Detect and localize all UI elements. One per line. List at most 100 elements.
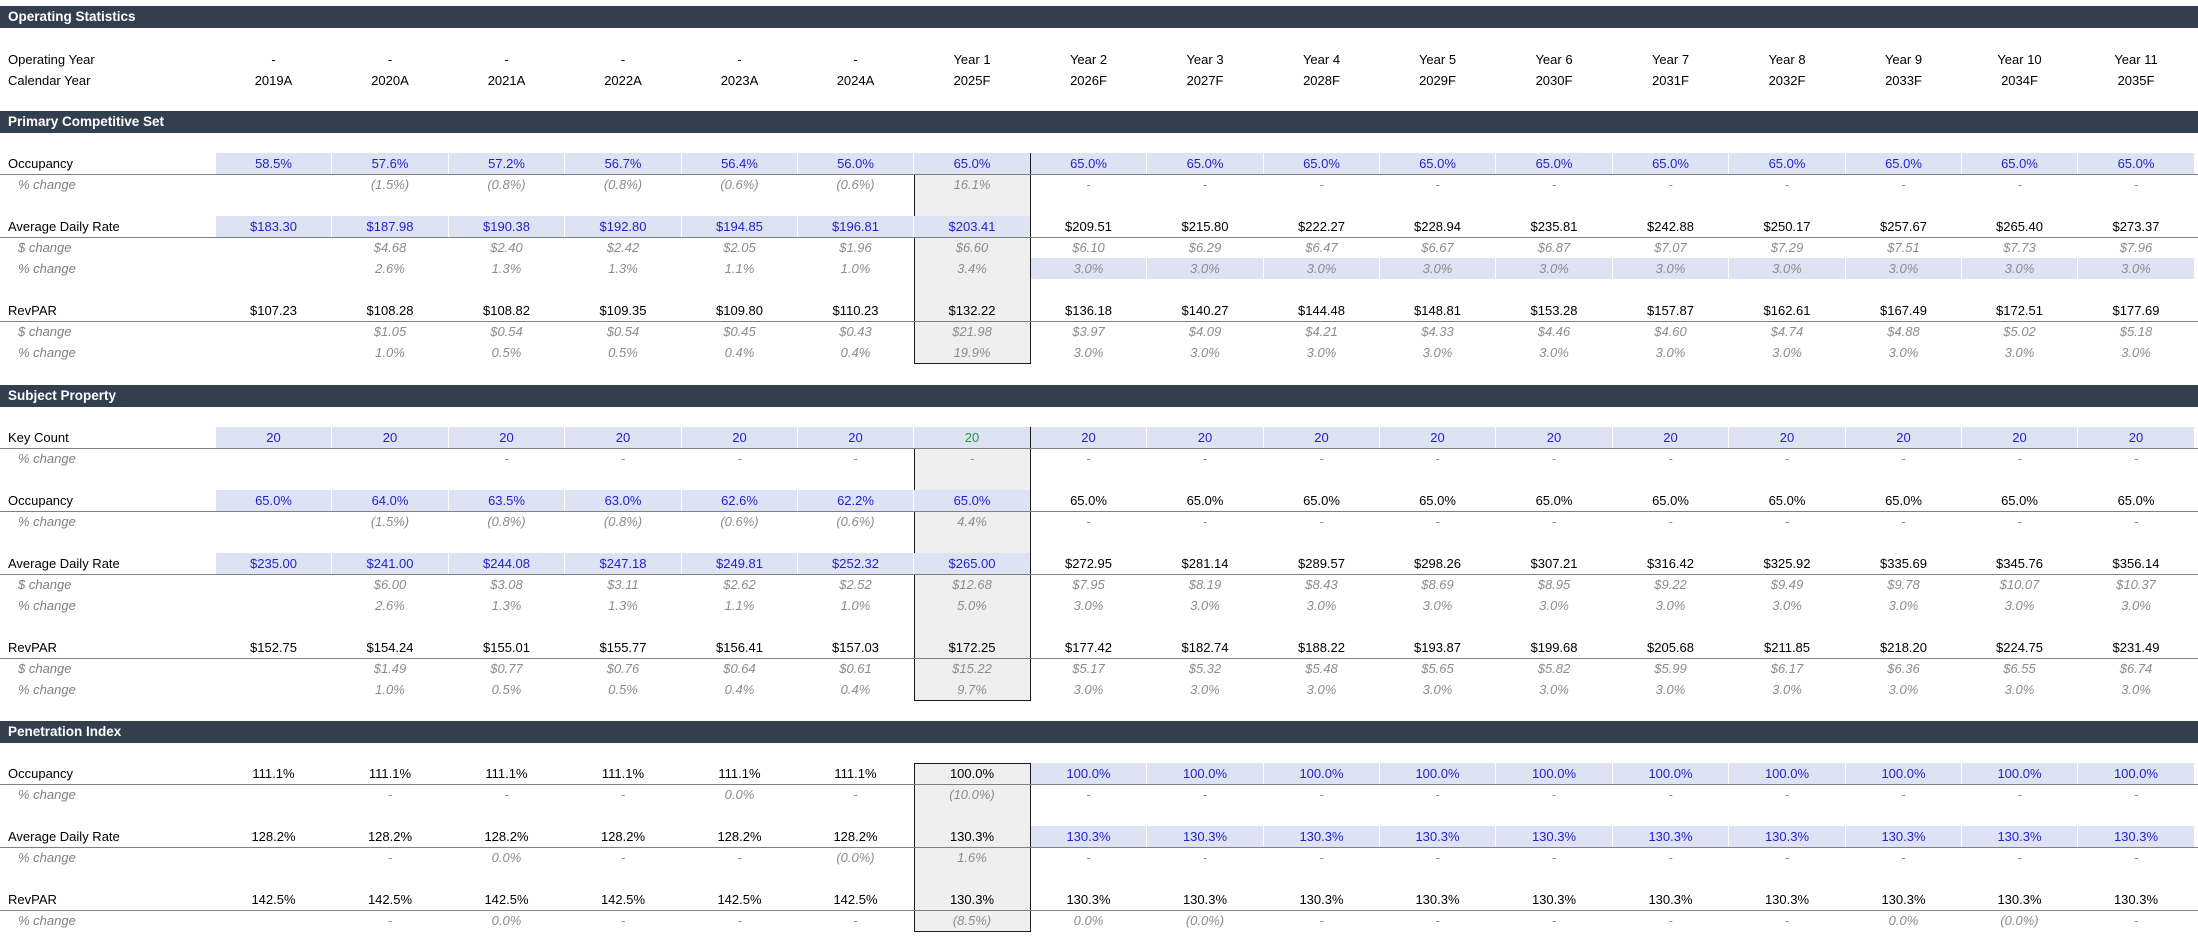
table-cell[interactable]: 20 <box>449 427 564 448</box>
table-cell[interactable]: 3.0% <box>1264 258 1379 279</box>
table-cell[interactable]: 57.2% <box>449 153 564 174</box>
table-cell: - <box>853 787 858 802</box>
table-cell[interactable]: $235.00 <box>216 553 331 574</box>
table-cell[interactable]: 65.0% <box>216 490 331 511</box>
table-cell[interactable]: $187.98 <box>332 216 448 237</box>
table-cell[interactable]: 130.3% <box>1729 826 1845 847</box>
table-cell[interactable]: $194.85 <box>682 216 797 237</box>
table-cell[interactable]: 65.0% <box>1147 153 1263 174</box>
table-cell[interactable]: 130.3% <box>1031 826 1146 847</box>
table-cell[interactable]: 56.7% <box>565 153 681 174</box>
table-cell[interactable]: 3.0% <box>1962 258 2077 279</box>
table-cell[interactable]: $249.81 <box>682 553 797 574</box>
table-cell[interactable]: 20 <box>1031 427 1146 448</box>
table-cell[interactable]: $252.32 <box>798 553 913 574</box>
table-cell[interactable]: $247.18 <box>565 553 681 574</box>
table-cell: 0.5% <box>491 682 522 697</box>
table-cell[interactable]: 100.0% <box>1147 763 1263 784</box>
row-label: RevPAR <box>8 640 57 655</box>
table-cell[interactable]: 65.0% <box>1380 153 1495 174</box>
table-cell[interactable]: 20 <box>1147 427 1263 448</box>
table-cell[interactable]: 100.0% <box>1613 763 1728 784</box>
table-cell[interactable]: 3.0% <box>1496 258 1612 279</box>
table-cell: 19.9% <box>953 345 991 360</box>
table-cell: $2.40 <box>490 240 523 255</box>
table-cell[interactable]: 65.0% <box>1729 153 1845 174</box>
subject-occupancy-row: Occupancy 65.0% 64.0% 63.5% 63.0% 62.6% 62.2% 6… <box>0 490 2198 512</box>
table-cell[interactable]: 100.0% <box>1846 763 1961 784</box>
table-cell[interactable]: 20 <box>682 427 797 448</box>
table-cell[interactable]: 130.3% <box>1496 826 1612 847</box>
table-cell[interactable]: 3.0% <box>1729 258 1845 279</box>
table-cell[interactable]: 65.0% <box>914 153 1030 174</box>
table-cell[interactable]: 20 <box>1496 427 1612 448</box>
table-cell[interactable]: 130.3% <box>1846 826 1961 847</box>
table-cell[interactable]: 63.5% <box>449 490 564 511</box>
table-cell[interactable]: 130.3% <box>1962 826 2077 847</box>
table-cell[interactable]: 20 <box>216 427 331 448</box>
table-cell[interactable]: 20 <box>914 427 1030 448</box>
table-cell[interactable]: 3.0% <box>1613 258 1728 279</box>
table-cell[interactable]: 130.3% <box>2078 826 2194 847</box>
table-cell <box>216 784 331 805</box>
table-cell[interactable]: 62.6% <box>682 490 797 511</box>
table-cell[interactable]: 20 <box>1380 427 1495 448</box>
table-cell: $257.67 <box>1880 219 1927 234</box>
table-cell[interactable]: 20 <box>1264 427 1379 448</box>
table-cell[interactable]: $192.80 <box>565 216 681 237</box>
table-cell[interactable]: 56.4% <box>682 153 797 174</box>
table-cell[interactable]: 100.0% <box>1496 763 1612 784</box>
table-cell[interactable]: 130.3% <box>1613 826 1728 847</box>
table-cell[interactable]: 64.0% <box>332 490 448 511</box>
table-cell: $154.24 <box>366 640 414 655</box>
table-cell[interactable]: 130.3% <box>1380 826 1495 847</box>
subject-occupancy-change-row: % change (1.5%) (0.8%) (0.8%) (0.6%) (0.6%) 4.… <box>0 511 2198 532</box>
table-cell[interactable]: 3.0% <box>2078 258 2194 279</box>
table-cell[interactable]: $265.00 <box>914 553 1030 574</box>
table-cell[interactable]: 65.0% <box>1496 153 1612 174</box>
table-cell[interactable]: 3.0% <box>1147 258 1263 279</box>
table-cell[interactable]: 20 <box>798 427 913 448</box>
table-cell[interactable]: 65.0% <box>1962 153 2077 174</box>
table-cell[interactable]: 3.0% <box>1380 258 1495 279</box>
table-cell[interactable]: 100.0% <box>1264 763 1379 784</box>
table-cell[interactable]: $190.38 <box>449 216 564 237</box>
table-cell[interactable]: 20 <box>1613 427 1728 448</box>
table-cell[interactable]: 130.3% <box>1264 826 1379 847</box>
table-cell[interactable]: 63.0% <box>565 490 681 511</box>
table-cell[interactable]: $241.00 <box>332 553 448 574</box>
table-cell[interactable]: 100.0% <box>2078 763 2194 784</box>
table-cell: - <box>853 913 858 928</box>
table-cell[interactable]: 3.0% <box>1846 258 1961 279</box>
table-cell: 111.1% <box>601 766 645 781</box>
table-cell[interactable]: $196.81 <box>798 216 913 237</box>
table-cell[interactable]: 130.3% <box>1147 826 1263 847</box>
table-cell[interactable]: 100.0% <box>1031 763 1146 784</box>
table-cell[interactable]: 65.0% <box>1613 153 1728 174</box>
table-cell[interactable]: 100.0% <box>1380 763 1495 784</box>
table-cell[interactable]: 20 <box>1846 427 1961 448</box>
table-cell[interactable]: 100.0% <box>1729 763 1845 784</box>
table-cell[interactable]: 65.0% <box>2078 153 2194 174</box>
table-cell: 65.0% <box>1303 493 1340 508</box>
table-cell[interactable]: 65.0% <box>914 490 1030 511</box>
table-cell[interactable]: 100.0% <box>1962 763 2077 784</box>
table-cell[interactable]: 20 <box>332 427 448 448</box>
table-cell[interactable]: 65.0% <box>1846 153 1961 174</box>
table-cell[interactable]: 20 <box>1729 427 1845 448</box>
table-cell[interactable]: 57.6% <box>332 153 448 174</box>
table-cell[interactable]: 62.2% <box>798 490 913 511</box>
table-cell[interactable]: $183.30 <box>216 216 331 237</box>
table-cell[interactable]: 20 <box>565 427 681 448</box>
table-cell[interactable]: 65.0% <box>1031 153 1146 174</box>
table-cell[interactable]: 20 <box>1962 427 2077 448</box>
table-cell[interactable]: $244.08 <box>449 553 564 574</box>
table-cell[interactable]: 56.0% <box>798 153 913 174</box>
table-cell[interactable]: 20 <box>2078 427 2194 448</box>
table-cell[interactable]: 3.0% <box>1031 258 1146 279</box>
table-cell[interactable]: 65.0% <box>1264 153 1379 174</box>
table-cell: $3.97 <box>1072 324 1105 339</box>
table-cell: $0.76 <box>606 661 640 676</box>
table-cell[interactable]: 58.5% <box>216 153 331 174</box>
table-cell[interactable]: $203.41 <box>914 216 1030 237</box>
